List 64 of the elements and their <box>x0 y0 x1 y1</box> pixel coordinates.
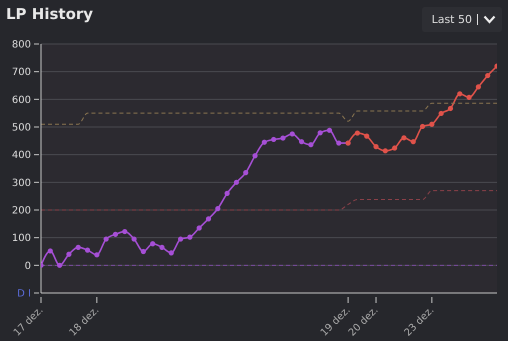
y-tick-label: 400 <box>12 150 31 162</box>
point <box>298 139 304 144</box>
point <box>457 91 462 96</box>
point <box>178 236 184 242</box>
point <box>206 216 212 222</box>
point <box>187 234 192 240</box>
text: Last 50 <box>432 13 472 26</box>
point <box>364 134 370 139</box>
point <box>104 236 109 242</box>
point <box>438 110 444 116</box>
point <box>466 94 472 100</box>
point <box>196 225 202 231</box>
point <box>326 128 332 133</box>
point <box>429 122 434 127</box>
point <box>94 252 100 258</box>
y-tick-label: 700 <box>12 67 31 78</box>
point <box>401 135 407 140</box>
y-tick-label: 800 <box>12 40 31 50</box>
point <box>448 106 454 112</box>
point <box>243 170 248 176</box>
point <box>318 130 323 136</box>
point <box>252 153 258 158</box>
point <box>476 84 481 90</box>
point <box>410 139 416 144</box>
point <box>168 250 174 256</box>
point <box>262 140 267 145</box>
point <box>271 136 276 142</box>
point <box>308 142 314 148</box>
point <box>234 180 240 185</box>
point <box>150 241 156 246</box>
y-tick-label: 0 <box>24 260 31 272</box>
y-tick-label: D I <box>17 288 31 300</box>
point <box>280 135 286 141</box>
x-tick-label: 23 dez. <box>402 304 436 339</box>
point <box>420 124 426 130</box>
point <box>215 206 220 212</box>
line-series <box>41 102 497 125</box>
point <box>140 248 146 254</box>
point <box>159 244 165 250</box>
point <box>76 244 81 250</box>
y-tick-label: 100 <box>12 233 31 244</box>
line-series <box>41 190 497 210</box>
y-tick-label: 300 <box>12 178 31 189</box>
point <box>48 248 53 254</box>
x-tick-label: 17 dez. <box>12 304 46 339</box>
point <box>131 236 137 242</box>
point <box>57 262 62 268</box>
point <box>485 72 490 78</box>
chart-title: LP History <box>6 5 94 23</box>
y-tick-label: 600 <box>12 94 31 106</box>
y-tick-label: 200 <box>12 206 31 216</box>
point <box>392 145 398 151</box>
point <box>290 131 295 137</box>
point <box>66 252 72 257</box>
point <box>84 248 90 253</box>
point <box>373 144 379 150</box>
point <box>336 140 342 146</box>
point <box>354 130 360 136</box>
x-tick-label: 18 dez. <box>68 304 102 339</box>
point <box>112 232 118 237</box>
point <box>382 148 388 154</box>
point <box>224 190 230 196</box>
y-tick-label: 500 <box>12 122 31 134</box>
point <box>122 228 128 234</box>
